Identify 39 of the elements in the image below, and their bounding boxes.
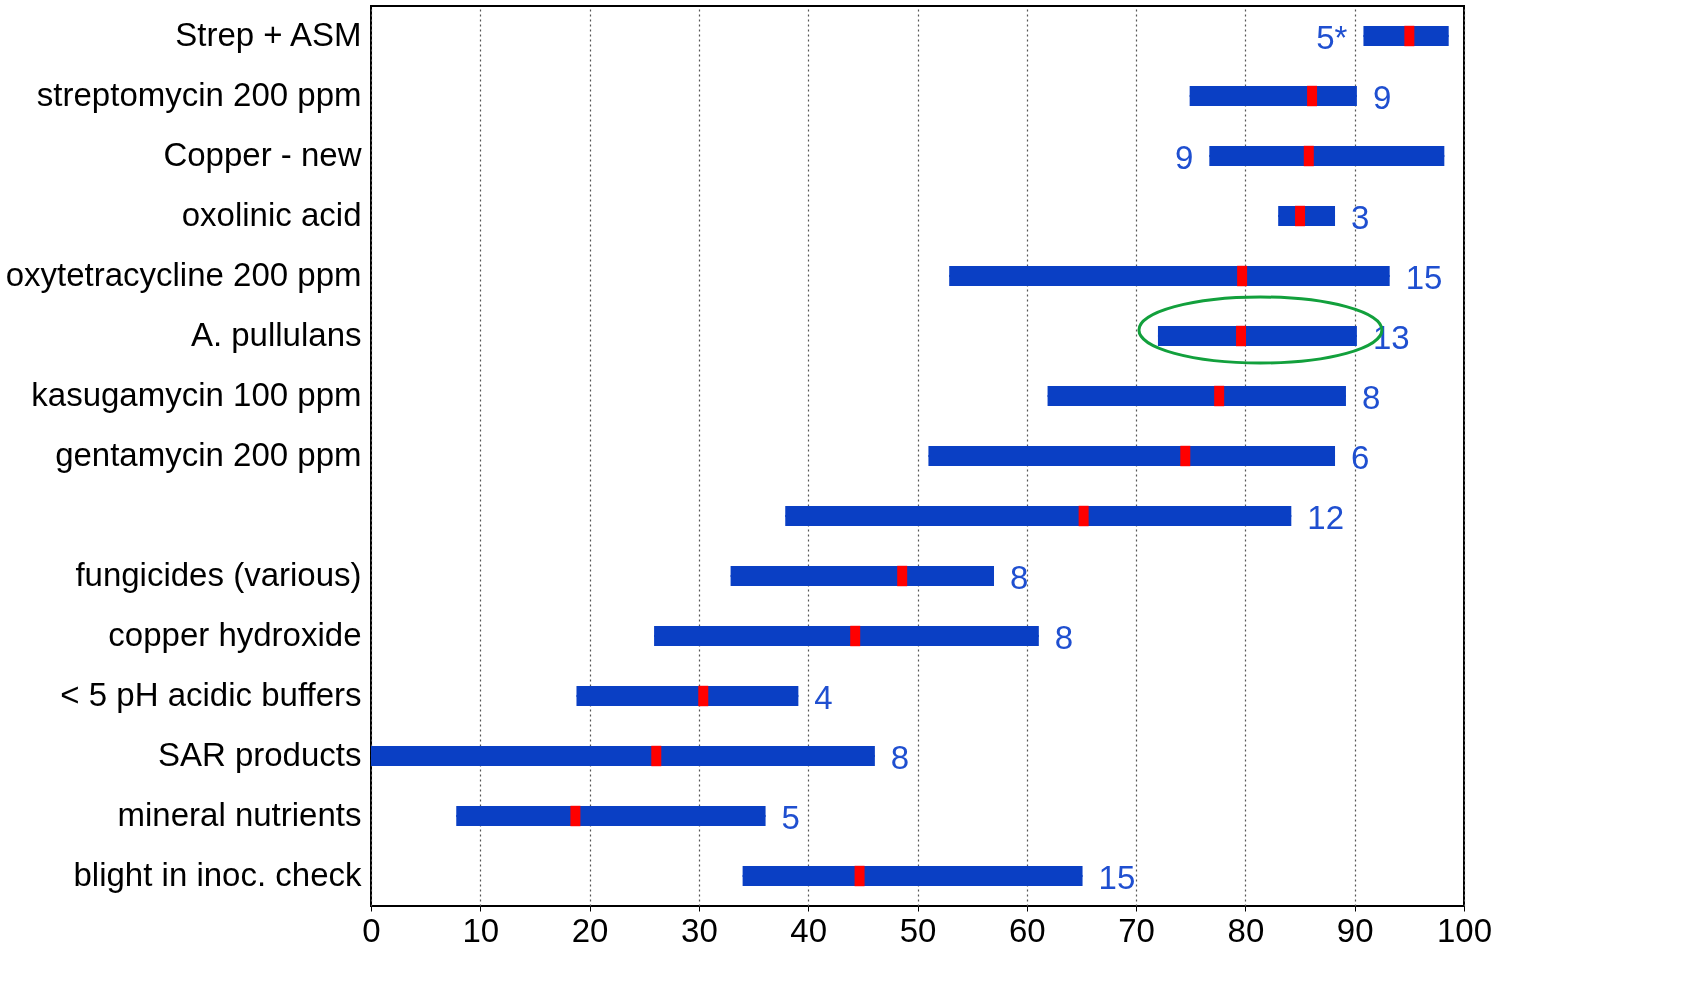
x-tick-label: 30 [681, 911, 718, 949]
y-tick-label: gentamycin 200 ppm [55, 436, 362, 473]
annotation: 9 [1174, 139, 1194, 176]
annotation: 15 [1405, 259, 1443, 296]
y-tick-label: SAR products [157, 736, 362, 773]
annotation: 3 [1351, 199, 1370, 236]
y-tick-label: A. pullulans [190, 316, 362, 353]
x-tick-label: 70 [1118, 911, 1155, 949]
annotation: 5* [1316, 19, 1348, 56]
y-tick-label: copper hydroxide [108, 616, 362, 653]
x-tick-label: 90 [1336, 911, 1374, 949]
annotation: 5 [781, 799, 800, 836]
x-tick-label: 40 [790, 911, 828, 949]
x-tick-label: 10 [462, 911, 500, 949]
x-tick-label: 0 [362, 911, 381, 949]
x-tick-label: 50 [899, 911, 937, 949]
annotation: 15 [1098, 859, 1136, 896]
y-tick-label: blight in inoc. check [73, 856, 362, 893]
annotation: 9 [1372, 79, 1392, 116]
annotation: 8 [1054, 619, 1074, 656]
y-tick-label: oxytetracycline 200 ppm [5, 256, 362, 293]
annotation: 4 [814, 679, 833, 716]
y-tick-label: oxolinic acid [181, 196, 362, 233]
y-tick-label: kasugamycin 100 ppm [31, 376, 362, 413]
annotation: 8 [1361, 379, 1381, 416]
y-tick-label: < 5 pH acidic buffers [60, 676, 362, 713]
y-tick-label: Strep + ASM [175, 16, 362, 53]
y-tick-label: streptomycin 200 ppm [36, 76, 362, 113]
annotation: 6 [1351, 439, 1370, 476]
x-tick-label: 80 [1227, 911, 1265, 949]
x-tick-label: 100 [1436, 911, 1493, 949]
y-tick-label: mineral nutrients [117, 796, 362, 833]
annotation: 8 [890, 739, 910, 776]
annotation: 8 [1010, 559, 1029, 596]
y-tick-label: Copper - new [163, 136, 362, 173]
annotation: 12 [1307, 499, 1345, 536]
x-tick-label: 60 [1008, 911, 1046, 949]
x-tick-label: 20 [571, 911, 609, 949]
y-tick-label: fungicides (various) [75, 556, 362, 593]
